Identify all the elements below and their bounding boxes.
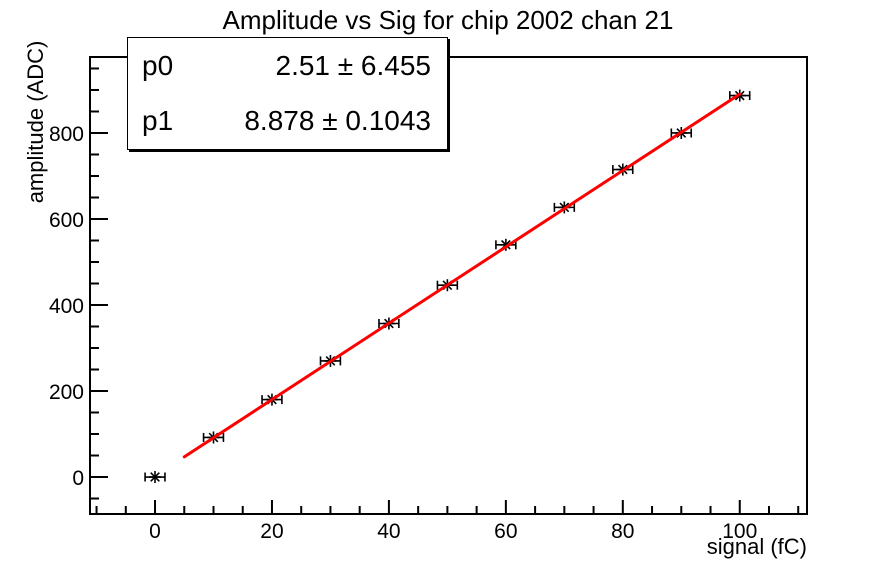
stats-row-p0: p0 2.51 ± 6.455 — [128, 38, 447, 94]
plot-frame — [89, 56, 808, 515]
param-name-p1: p1 — [142, 105, 174, 137]
fit-stats-box: p0 2.51 ± 6.455 p1 8.878 ± 0.1043 — [127, 37, 448, 150]
x-tick-label: 100 — [722, 520, 757, 543]
y-tick-label: 800 — [49, 123, 84, 146]
y-tick-label: 400 — [49, 295, 84, 318]
chart-title: Amplitude vs Sig for chip 2002 chan 21 — [222, 5, 674, 35]
y-tick-label: 200 — [49, 381, 84, 404]
fit-line — [182, 92, 742, 459]
x-axis-title: signal (fC) — [706, 534, 807, 559]
param-value-p1: 8.878 ± 0.1043 — [244, 105, 431, 137]
y-tick-label: 600 — [49, 209, 84, 232]
param-value-p0: 2.51 ± 6.455 — [275, 49, 432, 81]
x-tick-label: 60 — [494, 520, 517, 543]
data-point — [144, 471, 166, 484]
x-tick-label: 40 — [377, 520, 400, 543]
stats-row-p1: p1 8.878 ± 0.1043 — [128, 94, 447, 150]
x-tick-label: 20 — [260, 520, 283, 543]
x-tick-label: 80 — [611, 520, 634, 543]
param-name-p0: p0 — [142, 49, 174, 81]
y-tick-label: 0 — [72, 467, 84, 490]
x-tick-label: 0 — [149, 520, 161, 543]
